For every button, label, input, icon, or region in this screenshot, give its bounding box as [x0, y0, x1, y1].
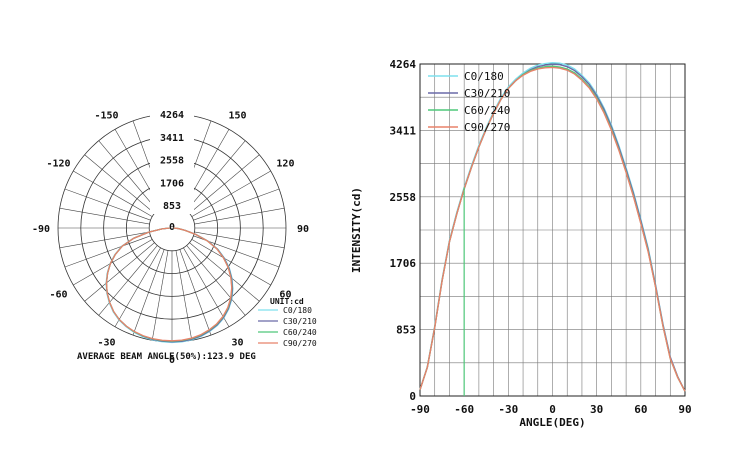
polar-radial-tick: 2558 [160, 156, 184, 167]
polar-legend-label: C30/210 [283, 317, 317, 326]
legend-label: C0/180 [464, 70, 504, 83]
polar-radial-tick: 3411 [160, 133, 184, 144]
polar-angle-label: -150 [94, 111, 118, 122]
polar-radial-tick: 1706 [160, 178, 184, 189]
polar-series-curve [105, 227, 233, 342]
legend-label: C90/270 [464, 121, 510, 134]
y-tick-label: 0 [409, 390, 416, 403]
y-tick-label: 2558 [390, 191, 417, 204]
intensity-line-chart: 0 853 1706 2558 3411 4264 -90 -60 -30 0 30 60 90 ANGL… [350, 58, 692, 429]
polar-unit-label: UNIT:cd [270, 297, 304, 306]
polar-radial-tick: 853 [163, 201, 181, 212]
polar-legend-label: C90/270 [283, 339, 317, 348]
x-tick-label: -90 [410, 403, 430, 416]
x-tick-label: -30 [498, 403, 518, 416]
y-tick-label: 853 [396, 324, 416, 337]
x-tick-label: 0 [549, 403, 556, 416]
polar-angle-label: 60 [279, 290, 291, 301]
x-tick-label: 30 [590, 403, 603, 416]
x-tick-label: 60 [634, 403, 647, 416]
polar-angle-label: -60 [50, 290, 68, 301]
legend-label: C60/240 [464, 104, 510, 117]
x-axis-label: ANGLE(DEG) [519, 416, 585, 429]
polar-angle-label: 90 [297, 224, 309, 235]
polar-angle-label: 150 [228, 111, 246, 122]
polar-angle-label: 30 [231, 337, 243, 348]
polar-legend-label: C0/180 [283, 306, 312, 315]
y-tick-label: 1706 [390, 257, 417, 270]
polar-angle-label: 120 [276, 159, 294, 170]
y-tick-label: 4264 [390, 58, 417, 71]
polar-angle-label: 0 [169, 355, 175, 366]
polar-footer-beam-angle: AVERAGE BEAM ANGLE(50%):123.9 DEG [77, 352, 256, 362]
legend-label: C30/210 [464, 87, 510, 100]
y-tick-label: 3411 [390, 124, 417, 137]
polar-radial-tick: 4264 [160, 110, 184, 121]
y-axis-label: INTENSITY(cd) [350, 187, 363, 273]
polar-angle-label: -30 [97, 337, 115, 348]
x-tick-label: -60 [454, 403, 474, 416]
polar-center-label: 0 [169, 222, 175, 233]
polar-angle-label: -90 [32, 224, 50, 235]
x-tick-label: 90 [678, 403, 691, 416]
polar-chart: 853 1706 2558 3411 4264 0 0 30 -30 60 -60 90 -90 120 -… [32, 110, 317, 366]
polar-angle-label: -120 [47, 159, 71, 170]
polar-legend-label: C60/240 [283, 328, 317, 337]
polar-label-band [150, 112, 194, 214]
